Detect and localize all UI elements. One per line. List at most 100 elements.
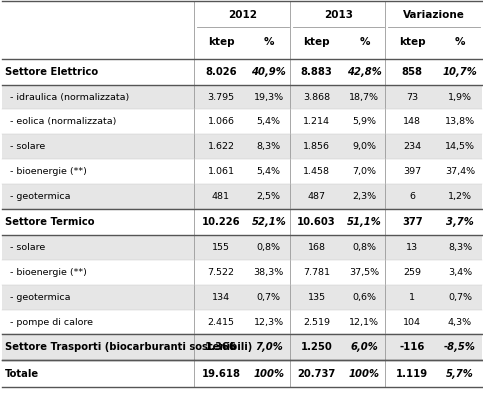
Bar xyxy=(2,85,482,109)
Text: 377: 377 xyxy=(402,217,423,227)
Text: 38,3%: 38,3% xyxy=(254,268,284,277)
Text: -8,5%: -8,5% xyxy=(444,342,476,352)
Text: 4,3%: 4,3% xyxy=(448,318,472,326)
Text: 1.250: 1.250 xyxy=(301,342,332,352)
Text: 1.622: 1.622 xyxy=(207,142,234,151)
Text: 0,7%: 0,7% xyxy=(448,293,472,302)
Text: 2012: 2012 xyxy=(228,10,257,20)
Text: 8,3%: 8,3% xyxy=(256,142,281,151)
Bar xyxy=(2,334,482,360)
Text: %: % xyxy=(264,37,274,47)
Text: 5,4%: 5,4% xyxy=(257,117,281,126)
Text: Settore Elettrico: Settore Elettrico xyxy=(5,67,98,77)
Text: 40,9%: 40,9% xyxy=(251,67,286,77)
Text: 14,5%: 14,5% xyxy=(445,142,475,151)
Text: 10,7%: 10,7% xyxy=(442,67,477,77)
Text: 259: 259 xyxy=(403,268,421,277)
Text: 3,4%: 3,4% xyxy=(448,268,472,277)
Text: Settore Termico: Settore Termico xyxy=(5,217,94,227)
Text: 0,6%: 0,6% xyxy=(353,293,376,302)
Text: 1.119: 1.119 xyxy=(396,369,428,379)
Text: 8,3%: 8,3% xyxy=(448,243,472,252)
Text: 1: 1 xyxy=(409,293,415,302)
Text: 148: 148 xyxy=(403,117,421,126)
Text: - solare: - solare xyxy=(10,243,45,252)
Text: - geotermica: - geotermica xyxy=(10,293,70,302)
Text: 3.795: 3.795 xyxy=(207,93,235,101)
Text: 155: 155 xyxy=(212,243,230,252)
Text: 2,3%: 2,3% xyxy=(352,192,376,201)
Text: 168: 168 xyxy=(308,243,326,252)
Text: %: % xyxy=(359,37,369,47)
Text: 5,9%: 5,9% xyxy=(353,117,376,126)
Text: 13: 13 xyxy=(406,243,418,252)
Text: 2.415: 2.415 xyxy=(207,318,234,326)
Text: 20.737: 20.737 xyxy=(298,369,336,379)
Bar xyxy=(2,134,482,159)
Text: 6,0%: 6,0% xyxy=(351,342,378,352)
Text: - eolica (normalizzata): - eolica (normalizzata) xyxy=(10,117,116,126)
Text: 2,5%: 2,5% xyxy=(257,192,281,201)
Bar xyxy=(2,184,482,209)
Text: - idraulica (normalizzata): - idraulica (normalizzata) xyxy=(10,93,129,101)
Text: 487: 487 xyxy=(308,192,326,201)
Text: 37,5%: 37,5% xyxy=(349,268,380,277)
Text: ktep: ktep xyxy=(303,37,330,47)
Text: 1.061: 1.061 xyxy=(207,167,234,176)
Text: Settore Trasporti (biocarburanti sostenibili): Settore Trasporti (biocarburanti sosteni… xyxy=(5,342,252,352)
Text: 1,2%: 1,2% xyxy=(448,192,472,201)
Text: 8.883: 8.883 xyxy=(301,67,332,77)
Text: 7,0%: 7,0% xyxy=(353,167,376,176)
Text: 12,3%: 12,3% xyxy=(254,318,284,326)
Text: -116: -116 xyxy=(399,342,425,352)
Text: 104: 104 xyxy=(403,318,421,326)
Text: 3,7%: 3,7% xyxy=(446,217,474,227)
Text: 10.226: 10.226 xyxy=(201,217,240,227)
Text: 481: 481 xyxy=(212,192,230,201)
Text: ktep: ktep xyxy=(208,37,234,47)
Text: %: % xyxy=(455,37,465,47)
Text: 19.618: 19.618 xyxy=(201,369,241,379)
Text: 37,4%: 37,4% xyxy=(445,167,475,176)
Text: 13,8%: 13,8% xyxy=(445,117,475,126)
Text: - bioenergie (**): - bioenergie (**) xyxy=(10,167,86,176)
Text: 7,0%: 7,0% xyxy=(255,342,283,352)
Text: 51,1%: 51,1% xyxy=(347,217,382,227)
Text: 134: 134 xyxy=(212,293,230,302)
Text: 858: 858 xyxy=(402,67,423,77)
Text: 1,9%: 1,9% xyxy=(448,93,472,101)
Text: - solare: - solare xyxy=(10,142,45,151)
Text: Variazione: Variazione xyxy=(403,10,465,20)
Text: 52,1%: 52,1% xyxy=(251,217,286,227)
Text: ktep: ktep xyxy=(399,37,426,47)
Text: 19,3%: 19,3% xyxy=(254,93,284,101)
Text: 5,7%: 5,7% xyxy=(446,369,474,379)
Text: 2.519: 2.519 xyxy=(303,318,330,326)
Text: 100%: 100% xyxy=(349,369,380,379)
Text: 9,0%: 9,0% xyxy=(353,142,376,151)
Text: 0,7%: 0,7% xyxy=(257,293,281,302)
Bar xyxy=(2,235,482,260)
Text: 0,8%: 0,8% xyxy=(353,243,376,252)
Text: 6: 6 xyxy=(409,192,415,201)
Text: 73: 73 xyxy=(406,93,418,101)
Text: 8.026: 8.026 xyxy=(205,67,237,77)
Text: 5,4%: 5,4% xyxy=(257,167,281,176)
Text: - geotermica: - geotermica xyxy=(10,192,70,201)
Text: 397: 397 xyxy=(403,167,421,176)
Text: 234: 234 xyxy=(403,142,421,151)
Text: 12,1%: 12,1% xyxy=(349,318,379,326)
Text: 18,7%: 18,7% xyxy=(349,93,379,101)
Text: 0,8%: 0,8% xyxy=(257,243,281,252)
Text: 10.603: 10.603 xyxy=(297,217,336,227)
Text: - bioenergie (**): - bioenergie (**) xyxy=(10,268,86,277)
Text: 42,8%: 42,8% xyxy=(347,67,382,77)
Text: - pompe di calore: - pompe di calore xyxy=(10,318,93,326)
Text: 3.868: 3.868 xyxy=(303,93,330,101)
Bar xyxy=(2,285,482,310)
Text: 7.781: 7.781 xyxy=(303,268,330,277)
Text: 1.066: 1.066 xyxy=(207,117,234,126)
Text: 100%: 100% xyxy=(253,369,284,379)
Text: 1.214: 1.214 xyxy=(303,117,330,126)
Text: 7.522: 7.522 xyxy=(207,268,234,277)
